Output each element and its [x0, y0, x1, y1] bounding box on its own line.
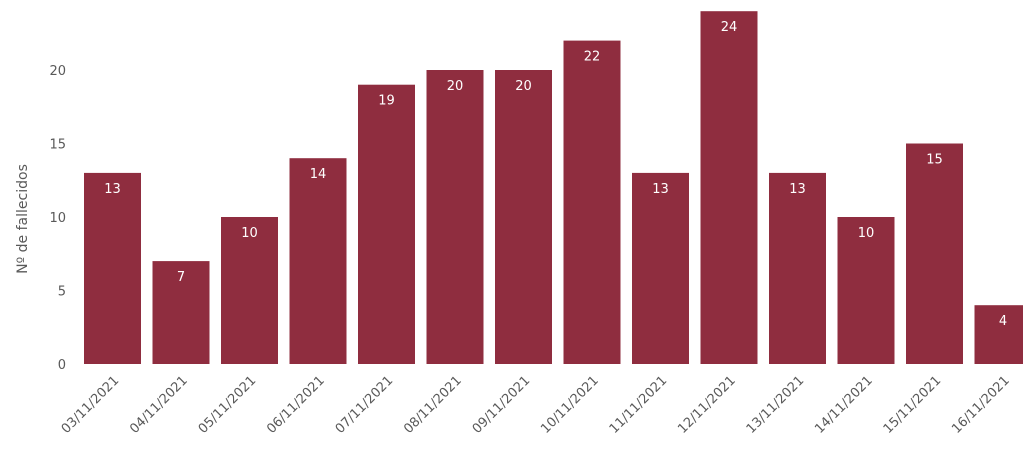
- y-axis-title: Nº de fallecidos: [15, 164, 31, 274]
- y-axis-ticks: 0 5 10 15 20: [49, 64, 66, 373]
- bar: [700, 11, 758, 364]
- x-tick-label: 06/11/2021: [264, 373, 328, 437]
- bar-value-label: 7: [177, 270, 185, 285]
- bar-value-label: 19: [378, 94, 395, 109]
- bar-value-label: 20: [447, 79, 464, 94]
- bar: [289, 158, 347, 364]
- bar-value-label: 4: [999, 314, 1007, 329]
- x-axis-ticks: 03/11/2021 04/11/2021 05/11/2021 06/11/2021…: [59, 373, 1013, 437]
- x-tick-label: 12/11/2021: [675, 373, 739, 437]
- bar-value-label: 24: [721, 20, 738, 35]
- bars-group: 13 7 10 14 19 20 20 22 13 24 13 10 15 4: [84, 11, 1023, 364]
- bar: [358, 84, 415, 364]
- x-tick-label: 04/11/2021: [127, 373, 191, 437]
- bar-value-label: 10: [858, 226, 875, 241]
- x-tick-label: 07/11/2021: [333, 373, 397, 437]
- x-tick-label: 15/11/2021: [881, 373, 945, 437]
- bar-value-label: 13: [789, 182, 806, 197]
- bar-value-label: 13: [104, 182, 121, 197]
- x-tick-label: 10/11/2021: [538, 373, 602, 437]
- bar: [495, 70, 552, 364]
- bar: [974, 305, 1023, 364]
- bar: [563, 40, 621, 364]
- bar-value-label: 10: [241, 226, 258, 241]
- bar: [152, 261, 210, 364]
- x-tick-label: 11/11/2021: [607, 373, 671, 437]
- bar: [769, 172, 826, 364]
- y-tick-label: 10: [49, 211, 66, 226]
- bar: [906, 143, 963, 364]
- bar: [837, 217, 895, 364]
- bar: [426, 70, 484, 364]
- bar: [221, 217, 278, 364]
- x-tick-label: 16/11/2021: [949, 373, 1013, 437]
- bar: [632, 172, 689, 364]
- bar-value-label: 14: [310, 167, 327, 182]
- y-tick-label: 20: [49, 64, 66, 79]
- bar-value-label: 20: [515, 79, 532, 94]
- bar-value-label: 22: [584, 50, 601, 65]
- y-tick-label: 0: [58, 358, 66, 373]
- x-tick-label: 09/11/2021: [470, 373, 534, 437]
- x-tick-label: 05/11/2021: [196, 373, 260, 437]
- bar-value-label: 13: [652, 182, 669, 197]
- x-tick-label: 08/11/2021: [401, 373, 465, 437]
- bar: [84, 172, 141, 364]
- y-tick-label: 5: [58, 285, 66, 300]
- x-tick-label: 14/11/2021: [812, 373, 876, 437]
- y-tick-label: 15: [49, 138, 66, 153]
- x-tick-label: 13/11/2021: [744, 373, 808, 437]
- bar-value-label: 15: [926, 153, 943, 168]
- x-tick-label: 03/11/2021: [59, 373, 123, 437]
